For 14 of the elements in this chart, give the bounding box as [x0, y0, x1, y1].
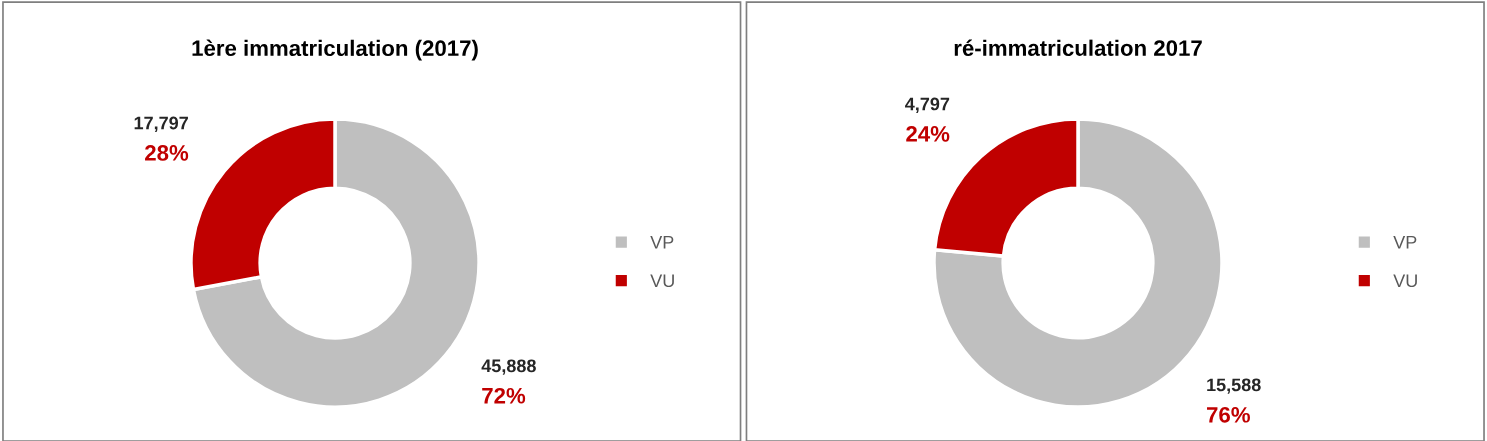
text: 24%	[906, 126, 950, 142]
text: 72%	[482, 387, 526, 404]
legend-label: VP	[1393, 236, 1417, 249]
text: 28%	[145, 145, 189, 161]
data-label: 17,797	[134, 116, 188, 132]
legend-label: VU	[1393, 274, 1417, 288]
chart-title: ré-immatriculation 2017	[954, 39, 1202, 56]
legend-label: VP	[650, 236, 674, 249]
data-label: 15,588	[1207, 378, 1261, 394]
data-label: 4,797	[905, 97, 950, 113]
legend-label: VU	[650, 274, 674, 288]
text: 76%	[1207, 406, 1250, 423]
chart-title: 1ère immatriculation (2017)	[192, 39, 478, 61]
data-label: 45,888	[481, 359, 536, 375]
